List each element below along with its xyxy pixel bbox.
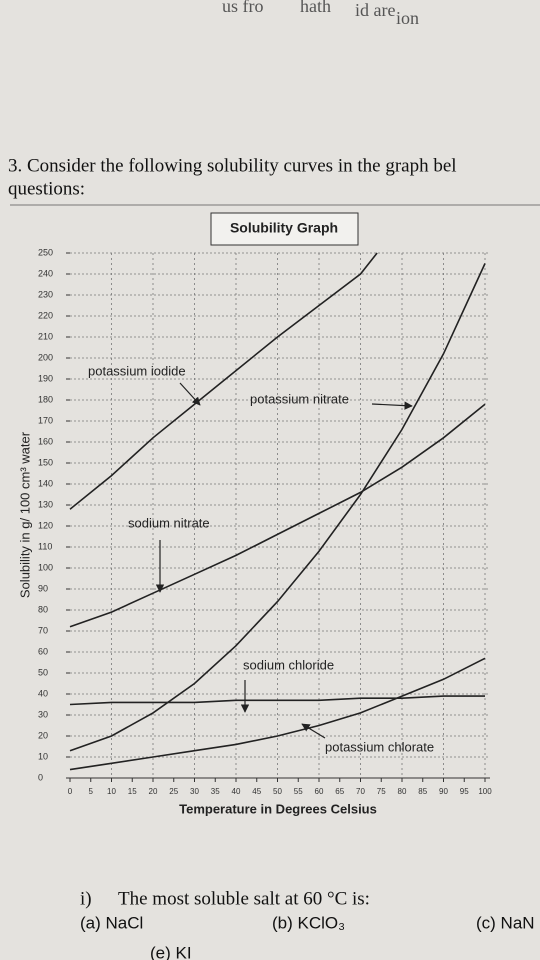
y-tick-label: 200 <box>38 352 53 362</box>
title-box <box>210 212 359 246</box>
y-tick-label: 160 <box>38 436 53 446</box>
x-tick-label: 45 <box>252 787 261 796</box>
y-tick-label: 240 <box>38 268 53 278</box>
series-line <box>69 657 486 771</box>
x-tick-label: 5 <box>89 787 94 796</box>
x-tick-label: 90 <box>439 787 448 796</box>
y-tick-label: 170 <box>38 415 53 425</box>
y-tick-label: 180 <box>38 394 53 404</box>
series-line <box>69 695 485 706</box>
series-label: potassium iodide <box>88 363 186 378</box>
y-tick-label: 90 <box>38 583 48 593</box>
option: (b) KClO₃ <box>272 913 345 932</box>
x-tick-label: 15 <box>128 787 137 796</box>
x-tick-label: 55 <box>294 787 303 796</box>
question-text: 3. Consider the following solubility cur… <box>8 155 457 176</box>
y-tick-label: 150 <box>38 457 53 467</box>
y-tick-label: 130 <box>38 499 53 509</box>
y-tick-label: 0 <box>38 772 43 782</box>
label-arrow <box>179 382 201 406</box>
y-axis-label: Solubility in g/ 100 cm³ water <box>17 431 32 598</box>
series-line <box>69 263 486 752</box>
option: (c) NaN <box>476 913 535 932</box>
series-label: potassium chlorate <box>325 739 434 754</box>
cut-text: ion <box>396 8 419 28</box>
series-label: sodium nitrate <box>128 515 210 530</box>
series-line <box>69 252 378 510</box>
x-tick-label: 20 <box>149 787 158 796</box>
y-tick-label: 50 <box>38 667 48 677</box>
y-tick-label: 220 <box>38 310 53 320</box>
question-number: i) <box>80 888 92 909</box>
y-tick-label: 230 <box>38 289 53 299</box>
option: (a) NaCl <box>80 913 143 932</box>
question-text: questions: <box>8 178 85 199</box>
x-axis-label: Temperature in Degrees Celsius <box>179 801 377 816</box>
y-tick-label: 110 <box>38 541 52 551</box>
chart-title: Solubility Graph <box>230 220 338 236</box>
y-tick-label: 20 <box>38 730 48 740</box>
cut-text: us fro <box>222 0 264 16</box>
cut-text: hath <box>300 0 331 16</box>
x-tick-label: 80 <box>398 787 407 796</box>
question-text: The most soluble salt at 60 °C is: <box>118 888 370 909</box>
x-tick-label: 25 <box>169 787 178 796</box>
x-tick-label: 100 <box>478 787 492 796</box>
y-tick-label: 60 <box>38 646 48 656</box>
y-tick-label: 70 <box>38 625 48 635</box>
x-tick-label: 60 <box>315 787 324 796</box>
x-tick-label: 70 <box>356 787 365 796</box>
y-tick-label: 120 <box>38 520 53 530</box>
x-tick-label: 35 <box>211 787 220 796</box>
x-tick-label: 50 <box>273 787 282 796</box>
series-label: sodium chloride <box>243 657 334 672</box>
x-tick-label: 40 <box>232 787 241 796</box>
y-tick-label: 80 <box>38 604 48 614</box>
cut-text: id are <box>355 0 395 20</box>
x-tick-label: 65 <box>335 787 344 796</box>
y-tick-label: 40 <box>38 688 48 698</box>
series-label: potassium nitrate <box>250 391 349 406</box>
x-tick-label: 95 <box>460 787 469 796</box>
y-tick-label: 10 <box>38 751 48 761</box>
y-tick-label: 100 <box>38 562 53 572</box>
y-tick-label: 210 <box>38 331 53 341</box>
x-tick-label: 0 <box>68 787 73 796</box>
y-tick-label: 30 <box>38 709 48 719</box>
x-tick-label: 75 <box>377 787 386 796</box>
y-tick-label: 140 <box>38 478 53 488</box>
y-tick-label: 250 <box>38 247 53 257</box>
x-tick-label: 30 <box>190 787 199 796</box>
label-arrow <box>301 723 326 739</box>
x-tick-label: 85 <box>418 787 427 796</box>
option: (e) KI <box>150 943 192 960</box>
label-arrow <box>371 401 413 410</box>
y-tick-label: 190 <box>38 373 53 383</box>
series-line <box>69 403 486 628</box>
x-tick-label: 10 <box>107 787 116 796</box>
